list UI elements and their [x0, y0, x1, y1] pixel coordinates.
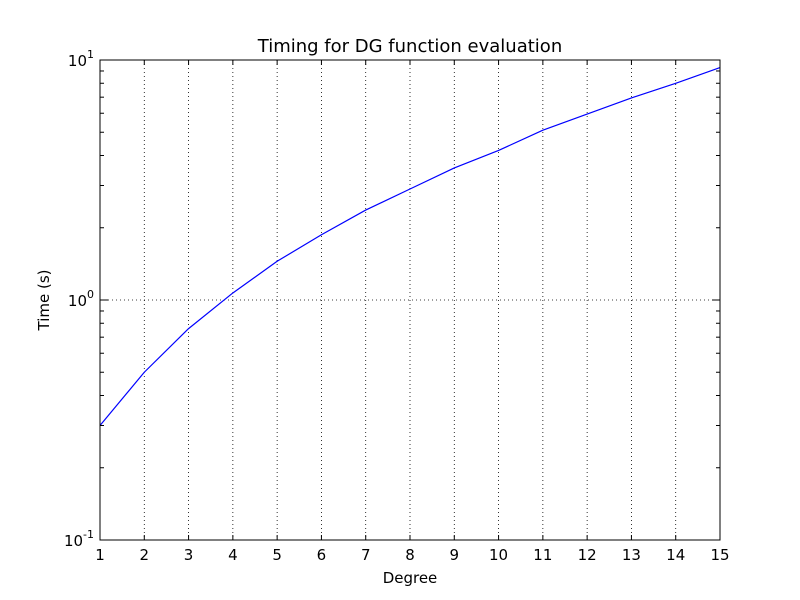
x-tick-label: 10 — [489, 546, 508, 564]
axis-ticks — [99, 59, 721, 541]
y-axis-label: Time (s) — [35, 270, 53, 332]
y-tick-label: 101 — [68, 48, 94, 70]
x-tick-label: 2 — [140, 546, 150, 564]
x-tick-label: 11 — [533, 546, 552, 564]
y-tick-exponent: -1 — [83, 528, 94, 541]
y-tick-exponent: 1 — [87, 48, 94, 61]
grid-lines — [100, 60, 720, 540]
y-tick-base: 10 — [68, 52, 87, 70]
y-tick-label: 100 — [68, 288, 94, 310]
x-tick-label: 12 — [578, 546, 597, 564]
y-tick-label: 10-1 — [64, 528, 94, 550]
y-tick-exponent: 0 — [87, 288, 94, 301]
x-tick-label: 14 — [666, 546, 685, 564]
x-tick-label: 8 — [405, 546, 415, 564]
x-tick-label: 9 — [450, 546, 460, 564]
chart-title: Timing for DG function evaluation — [257, 36, 562, 57]
series-layer — [99, 66, 721, 426]
x-axis-label: Degree — [383, 569, 438, 587]
x-tick-label: 3 — [184, 546, 194, 564]
x-tick-label: 4 — [228, 546, 238, 564]
series-line — [99, 66, 721, 426]
x-tick-label: 13 — [622, 546, 641, 564]
x-tick-label: 5 — [272, 546, 282, 564]
x-tick-label: 7 — [361, 546, 371, 564]
x-tick-label: 15 — [710, 546, 729, 564]
y-tick-base: 10 — [64, 532, 83, 550]
y-tick-base: 10 — [68, 292, 87, 310]
x-tick-label: 1 — [95, 546, 105, 564]
x-tick-label: 6 — [317, 546, 327, 564]
